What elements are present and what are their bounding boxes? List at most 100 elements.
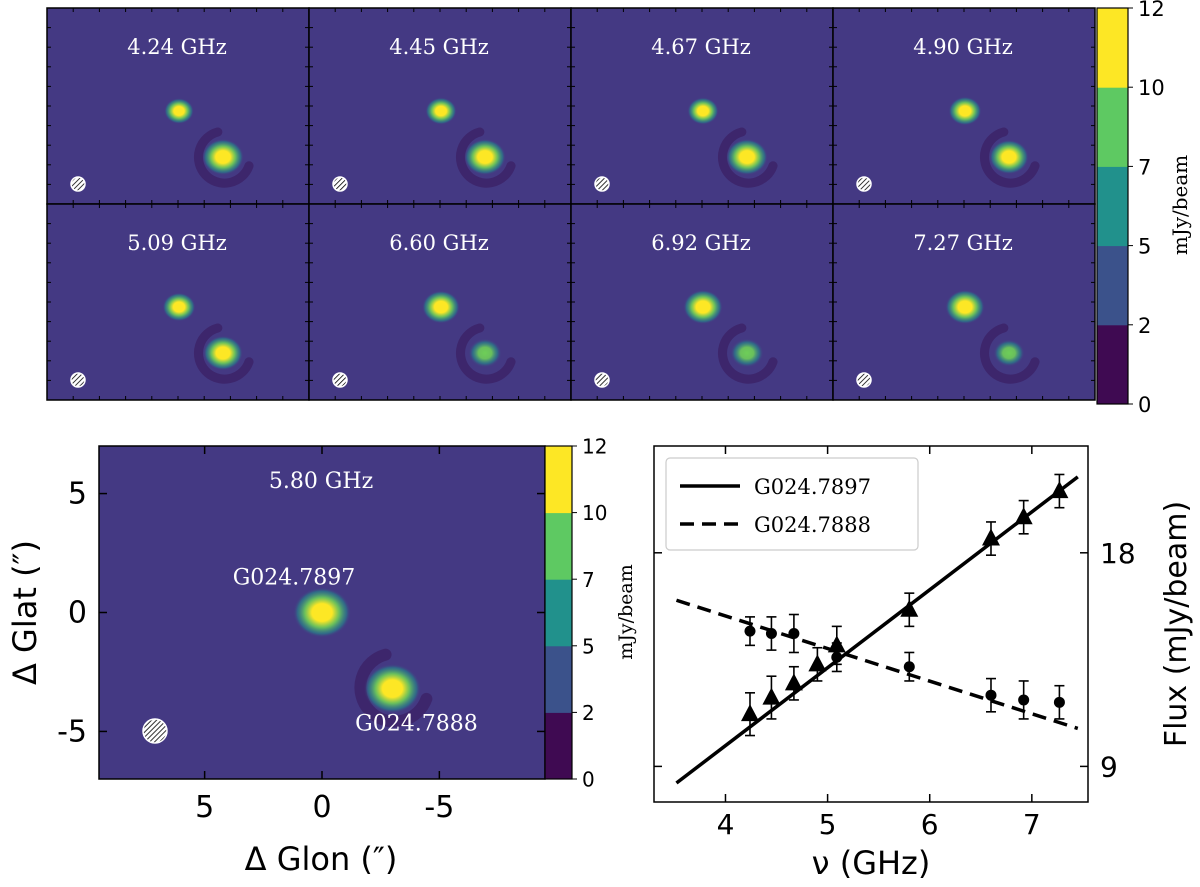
legend-box <box>665 457 919 551</box>
colorbar-tick-label: 7 <box>1138 155 1151 179</box>
channel-frequency-label: 7.27 GHz <box>913 231 1013 255</box>
channel-frequency-label: 4.90 GHz <box>913 35 1013 59</box>
channel-frequency-label: 4.45 GHz <box>389 35 489 59</box>
colorbar-segment <box>1097 166 1128 247</box>
source-G024-7888-blob <box>468 338 502 368</box>
colorbar-tick-label: 12 <box>1138 0 1165 21</box>
channel-panel: 6.92 GHz <box>570 203 834 401</box>
y-axis-label: Δ Glat (″) <box>6 540 44 685</box>
source-G024-7888-blob <box>464 138 506 176</box>
data-point-triangle <box>1014 507 1033 525</box>
shell-arc <box>717 127 778 188</box>
colorbar-tick-label: 5 <box>582 634 595 658</box>
colorbar-segment <box>545 645 572 713</box>
colorbar-tick-label: 2 <box>582 701 595 725</box>
data-point-triangle <box>981 528 1000 546</box>
colorbar-tick-label: 2 <box>1138 314 1151 338</box>
x-axis-label: Δ Glon (″) <box>245 840 398 878</box>
data-point-triangle <box>900 599 919 617</box>
source-G024-7888-blob <box>993 339 1025 367</box>
shell-arc <box>979 323 1040 384</box>
beam-ellipse <box>594 372 610 388</box>
colorbar-tick-label: 5 <box>1138 235 1151 259</box>
data-point-circle <box>1018 694 1030 706</box>
colorbar-segment <box>1097 87 1128 167</box>
source-G024-7897-blob <box>948 96 982 126</box>
data-point-triangle <box>784 673 803 691</box>
x-tick-label: 7 <box>1023 808 1041 841</box>
y-tick-label: 9 <box>1100 750 1118 783</box>
data-point-circle <box>985 689 997 701</box>
channel-panel: 6.60 GHz <box>308 203 572 401</box>
data-point-circle <box>788 627 800 639</box>
data-point-circle <box>744 625 756 637</box>
colorbar-segment <box>545 446 572 514</box>
beam-ellipse <box>856 176 872 192</box>
source-G024-7897-blob <box>422 290 460 324</box>
source-G024-7897-blob <box>162 292 196 322</box>
colorbar-segment <box>545 512 572 580</box>
channel-panel: 4.67 GHz <box>570 7 834 205</box>
y-tick-label: -5 <box>57 714 87 749</box>
colorbar-tick-label: 12 <box>582 435 607 459</box>
source-G024-7897-blob <box>687 97 719 125</box>
colorbar-tick-label: 0 <box>1138 393 1151 417</box>
channel-frequency-label: 5.09 GHz <box>127 231 227 255</box>
x-tick-label: 5 <box>195 790 214 825</box>
channel-panel: 7.27 GHz <box>832 203 1096 401</box>
channel-frequency-label: 6.60 GHz <box>389 231 489 255</box>
continuum-map: 5.80 GHz G024.7897 G024.7888 5 0 -5 5 0 -5 Δ Glon… <box>6 445 546 878</box>
beam-ellipse <box>332 372 348 388</box>
colorbar-segment <box>1097 245 1128 326</box>
source-blob <box>363 663 421 714</box>
source-G024-7897-blob <box>164 98 194 124</box>
source-G024-7888-blob <box>989 139 1029 175</box>
legend-label: G024.7897 <box>754 475 871 499</box>
beam-ellipse <box>856 372 872 388</box>
source-blob <box>293 587 351 638</box>
channel-frequency-label: 6.92 GHz <box>651 231 751 255</box>
data-point-circle <box>831 651 843 663</box>
colorbar-tick-label: 0 <box>582 768 595 792</box>
source-G024-7897-blob <box>945 289 985 325</box>
source-G024-7888-blob <box>726 138 768 176</box>
source-label: G024.7897 <box>233 566 356 591</box>
x-tick-label: -5 <box>424 790 454 825</box>
y-tick-label: 5 <box>68 477 87 512</box>
channel-panel-frame <box>832 203 1096 401</box>
colorbar-tick-label: 10 <box>1138 76 1165 100</box>
y-axis-label: Flux (mJy/beam) <box>1159 501 1194 747</box>
data-point-triangle <box>740 704 759 722</box>
beam-ellipse <box>70 372 86 388</box>
shell-arc <box>717 323 778 384</box>
channel-frequency-label: 4.67 GHz <box>651 35 751 59</box>
channel-panel: 5.09 GHz <box>46 203 310 401</box>
colorbar-segment <box>545 579 572 647</box>
beam-ellipse <box>332 176 348 192</box>
data-point-circle <box>765 627 777 639</box>
shell-arc <box>455 127 516 188</box>
source-G024-7897-blob <box>425 97 457 125</box>
colorbar-segment <box>545 712 572 780</box>
data-point-circle <box>1053 696 1065 708</box>
shell-arc <box>455 323 516 384</box>
channel-colorbar: 0 2 5 7 10 12 mJy/beam <box>1096 0 1192 417</box>
data-point-triangle <box>1050 481 1069 499</box>
x-tick-label: 4 <box>717 808 735 841</box>
colorbar-tick-label: 10 <box>582 501 607 525</box>
x-tick-label: 6 <box>921 808 939 841</box>
source-G024-7888-blob <box>202 138 244 176</box>
beam-ellipse <box>70 176 86 192</box>
channel-panel: 4.24 GHz <box>46 7 310 205</box>
colorbar-tick-label: 7 <box>582 568 595 592</box>
data-point-triangle <box>762 687 781 705</box>
x-axis-label: ν (GHz) <box>812 844 931 882</box>
y-tick-label: 0 <box>68 596 87 631</box>
source-G024-7897-blob <box>683 289 723 325</box>
shell-arc <box>354 648 433 728</box>
colorbar-frame <box>1096 7 1129 405</box>
legend: G024.7897 G024.7888 <box>665 457 919 551</box>
beam-ellipse <box>594 176 610 192</box>
channel-map-grid: 4.24 GHz 4.45 GHz 4.67 GHz 4.90 GHz 5.09 GHz… <box>46 7 1096 401</box>
